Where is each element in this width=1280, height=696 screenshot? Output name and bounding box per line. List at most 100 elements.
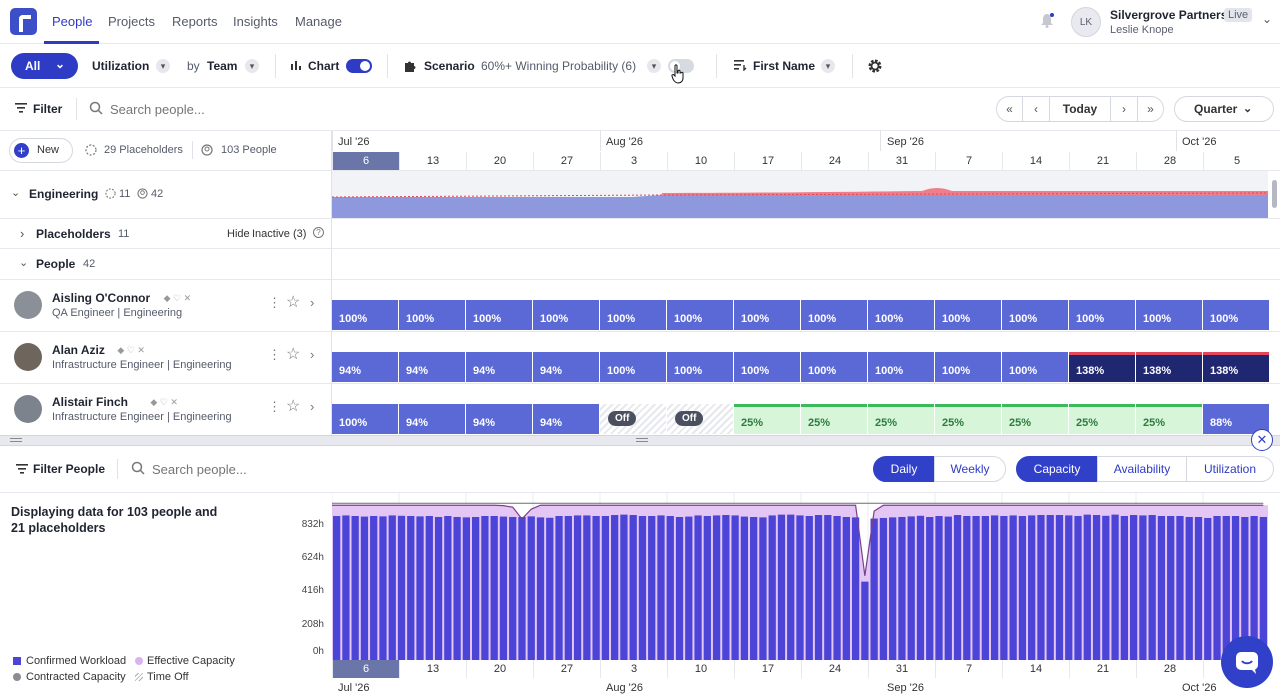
all-filter-button[interactable]: All ⌄: [11, 53, 78, 79]
nav-tab-insights[interactable]: Insights: [233, 14, 278, 29]
utilization-cell[interactable]: 100%: [600, 352, 666, 382]
utilization-cell[interactable]: 100%: [1002, 352, 1068, 382]
close-icon[interactable]: ✕: [1251, 429, 1273, 451]
utilization-cell[interactable]: 25%: [1002, 404, 1068, 434]
utilization-cell[interactable]: Off: [600, 404, 666, 434]
utilization-cell[interactable]: 94%: [533, 404, 599, 434]
utilization-cell[interactable]: 100%: [332, 300, 398, 330]
utilization-cell[interactable]: 100%: [332, 404, 398, 434]
tab-weekly[interactable]: Weekly: [934, 456, 1006, 482]
utilization-cell[interactable]: 100%: [1002, 300, 1068, 330]
placeholders-group[interactable]: Placeholders: [36, 227, 111, 241]
utilization-cell[interactable]: 100%: [1203, 300, 1269, 330]
chevron-down-icon[interactable]: ⌄: [11, 187, 21, 199]
tab-capacity[interactable]: Capacity: [1016, 456, 1098, 482]
more-icon[interactable]: ⋮: [268, 347, 281, 362]
drag-handle-icon[interactable]: [636, 438, 648, 442]
people-search-input[interactable]: [152, 458, 412, 480]
more-icon[interactable]: ⋮: [268, 295, 281, 310]
avatar[interactable]: [14, 395, 42, 423]
utilization-cell[interactable]: 94%: [399, 352, 465, 382]
user-avatar[interactable]: LK: [1071, 7, 1101, 37]
tab-utilization[interactable]: Utilization: [1186, 456, 1274, 482]
utilization-cell[interactable]: 100%: [533, 300, 599, 330]
today-button[interactable]: Today: [1049, 96, 1111, 122]
utilization-cell[interactable]: 25%: [935, 404, 1001, 434]
chevron-right-icon[interactable]: ›: [310, 347, 315, 362]
filter-people-button[interactable]: Filter People: [33, 462, 106, 476]
utilization-cell[interactable]: 138%: [1069, 352, 1135, 382]
new-button[interactable]: + New: [9, 138, 73, 163]
utilization-cell[interactable]: 25%: [1069, 404, 1135, 434]
utilization-cell[interactable]: 25%: [868, 404, 934, 434]
gear-icon[interactable]: [867, 58, 883, 74]
more-icon[interactable]: ⋮: [268, 399, 281, 414]
chevron-down-icon[interactable]: ▾: [156, 59, 170, 73]
utilization-cell[interactable]: 100%: [1136, 300, 1202, 330]
chevron-down-icon[interactable]: ⌄: [1262, 12, 1273, 26]
panel-splitter[interactable]: [0, 435, 1280, 446]
utilization-cell[interactable]: 100%: [868, 352, 934, 382]
utilization-cell[interactable]: 100%: [399, 300, 465, 330]
tab-availability[interactable]: Availability: [1097, 456, 1187, 482]
utilization-cell[interactable]: 94%: [533, 352, 599, 382]
placeholders-count[interactable]: 29 Placeholders: [104, 144, 183, 156]
star-icon[interactable]: ☆: [286, 346, 301, 363]
utilization-cell[interactable]: 100%: [801, 300, 867, 330]
utilization-cell[interactable]: 25%: [1136, 404, 1202, 434]
chat-support-button[interactable]: [1221, 636, 1273, 688]
star-icon[interactable]: ☆: [286, 294, 301, 311]
chevron-right-icon[interactable]: ›: [310, 399, 315, 414]
metric-select[interactable]: Utilization: [92, 59, 150, 73]
next-button[interactable]: ›: [1110, 96, 1138, 122]
utilization-cell[interactable]: 138%: [1203, 352, 1269, 382]
utilization-cell[interactable]: 94%: [399, 404, 465, 434]
sort-select[interactable]: First Name: [753, 59, 816, 73]
utilization-cell[interactable]: 100%: [667, 300, 733, 330]
utilization-cell[interactable]: 138%: [1136, 352, 1202, 382]
person-name[interactable]: Aisling O'Connor: [52, 291, 151, 305]
chevron-down-icon[interactable]: ⌄: [19, 257, 29, 269]
utilization-cell[interactable]: 100%: [600, 300, 666, 330]
chevron-right-icon[interactable]: ›: [20, 226, 25, 241]
scrollbar[interactable]: [1272, 180, 1277, 208]
help-icon[interactable]: ?: [313, 227, 324, 238]
range-select[interactable]: Quarter ⌄: [1174, 96, 1274, 122]
utilization-cell[interactable]: Off: [667, 404, 733, 434]
nav-tab-manage[interactable]: Manage: [295, 14, 342, 29]
hide-inactive-button[interactable]: Hide: [227, 228, 250, 240]
people-group[interactable]: People: [36, 257, 76, 271]
chevron-down-icon[interactable]: ▾: [647, 59, 661, 73]
chart-toggle[interactable]: [346, 59, 372, 73]
nav-tab-people[interactable]: People: [52, 14, 93, 29]
jump-back-button[interactable]: «: [996, 96, 1023, 122]
bell-icon[interactable]: [1040, 13, 1054, 28]
utilization-cell[interactable]: 94%: [466, 404, 532, 434]
person-name[interactable]: Alan Aziz: [52, 343, 105, 357]
star-icon[interactable]: ☆: [286, 398, 301, 415]
people-count[interactable]: 103 People: [221, 144, 277, 156]
drag-handle-icon[interactable]: [10, 438, 22, 442]
avatar[interactable]: [14, 343, 42, 371]
jump-forward-button[interactable]: »: [1137, 96, 1164, 122]
utilization-cell[interactable]: 100%: [801, 352, 867, 382]
avatar[interactable]: [14, 291, 42, 319]
nav-tab-projects[interactable]: Projects: [108, 14, 155, 29]
utilization-cell[interactable]: 94%: [466, 352, 532, 382]
utilization-cell[interactable]: 100%: [1069, 300, 1135, 330]
utilization-cell[interactable]: 100%: [935, 300, 1001, 330]
scenario-select[interactable]: 60%+ Winning Probability (6): [481, 59, 637, 73]
utilization-cell[interactable]: 100%: [466, 300, 532, 330]
prev-button[interactable]: ‹: [1022, 96, 1050, 122]
utilization-cell[interactable]: 25%: [734, 404, 800, 434]
utilization-cell[interactable]: 100%: [935, 352, 1001, 382]
filter-button[interactable]: Filter: [33, 102, 63, 116]
person-name[interactable]: Alistair Finch: [52, 395, 129, 409]
tab-daily[interactable]: Daily: [873, 456, 935, 482]
chevron-right-icon[interactable]: ›: [310, 295, 315, 310]
utilization-cell[interactable]: 100%: [667, 352, 733, 382]
nav-tab-reports[interactable]: Reports: [172, 14, 218, 29]
utilization-cell[interactable]: 25%: [801, 404, 867, 434]
utilization-cell[interactable]: 100%: [734, 300, 800, 330]
group-select[interactable]: Team: [207, 59, 238, 73]
